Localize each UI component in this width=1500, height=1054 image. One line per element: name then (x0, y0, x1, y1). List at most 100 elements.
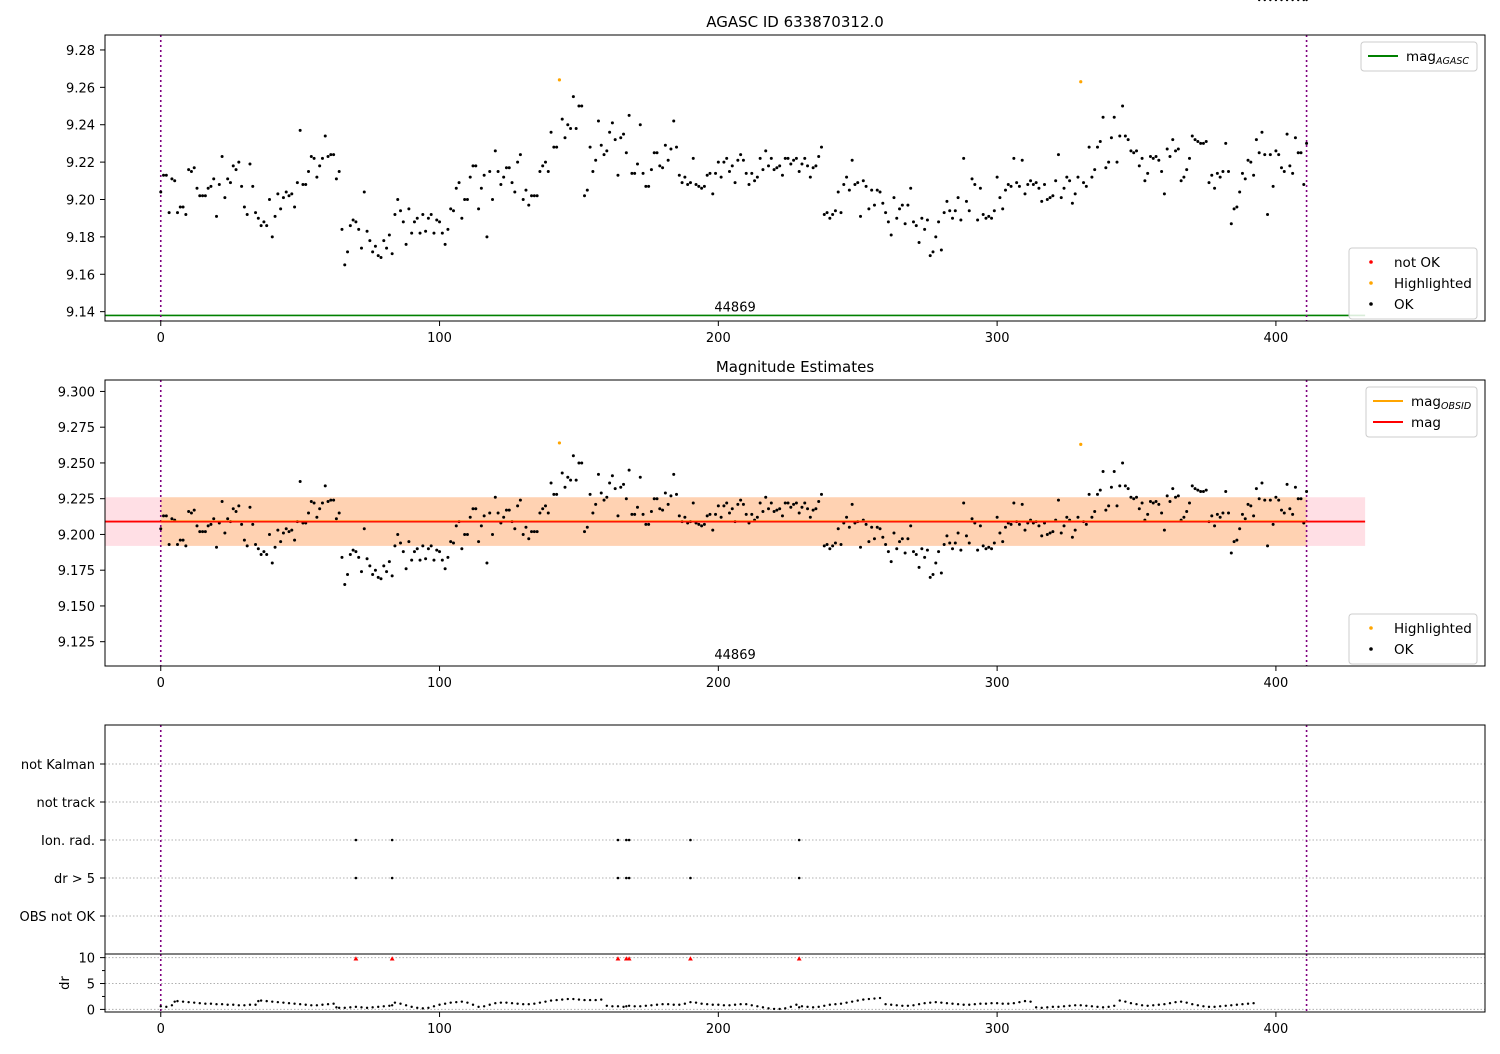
panel2-ok-point (418, 558, 422, 562)
panel2-ok-point (1165, 494, 1169, 498)
panel2-ok-point (1277, 498, 1281, 502)
panel2-ok-point (1121, 461, 1125, 465)
panel1-ok-point (881, 201, 885, 205)
panel2-ok-point (1051, 530, 1055, 534)
panel1-ok-point (608, 130, 612, 134)
panel2-ok-point (764, 495, 768, 499)
panel2-ok-point (962, 501, 966, 505)
dr-point (845, 1001, 848, 1004)
panel2-ok-point (248, 505, 252, 509)
dr-point (354, 1005, 358, 1009)
panel2-ok-point (730, 507, 734, 511)
panel2-ok-point (602, 498, 606, 502)
panel1-ok-point (385, 246, 389, 250)
panel2-ok-point (390, 574, 394, 578)
panel1-ok-point (315, 175, 319, 179)
panel1-ok-point (1235, 205, 1239, 209)
panel2-ok-point (1252, 514, 1256, 518)
panel2-ok-point (307, 511, 311, 515)
panel1-ok-point (1288, 164, 1292, 168)
panel1-ok-point (1034, 181, 1038, 185)
panel2-ok-point (627, 468, 631, 472)
panel1-ok-point (672, 119, 676, 123)
dr-point (173, 1000, 176, 1003)
panel1-ok-point (304, 183, 308, 187)
panel1-ok-point (279, 207, 283, 211)
panel1-ok-point (1090, 175, 1094, 179)
dr-point (600, 998, 603, 1001)
panel2-ytick-label: 9.275 (58, 421, 95, 436)
panel1-ok-point (175, 211, 179, 215)
panel1-xtick-label: 300 (985, 331, 1010, 346)
panel2-ok-point (1112, 470, 1116, 474)
dr-point (616, 1005, 620, 1008)
panel2-ok-point (376, 575, 380, 579)
dr-point (705, 1003, 709, 1006)
dr-point (817, 1005, 820, 1009)
panel1-ok-point (382, 239, 386, 243)
panel1-ok-point (451, 209, 455, 213)
panel2-ok-point (775, 508, 779, 512)
dr-point (1213, 1005, 1216, 1009)
dr-point (1135, 1003, 1138, 1006)
dr-point (745, 1003, 748, 1006)
panel2-ok-point (909, 524, 913, 528)
panel1-ok-point (493, 149, 497, 153)
panel1-ok-point (357, 227, 361, 231)
panel1-ok-point (800, 162, 804, 166)
panel2-ok-point (939, 571, 943, 575)
panel1-ok-point (680, 181, 684, 185)
panel2-ok-point (521, 532, 525, 536)
panel2-ok-point (920, 547, 924, 551)
panel2-ok-point (1087, 492, 1091, 496)
panel2-ok-point (265, 552, 269, 556)
panel1-ok-point (856, 181, 860, 185)
panel1-ok-point (1068, 179, 1072, 183)
panel2-ok-point (1109, 485, 1113, 489)
dr-point (605, 1004, 609, 1007)
panel2-ok-point (315, 515, 319, 519)
panel1-ok-point (789, 162, 793, 166)
panel1-ok-point (769, 156, 773, 160)
panel2-ok-point (181, 538, 185, 542)
panel2-ok-point (591, 511, 595, 515)
dr-point (1007, 1002, 1010, 1005)
panel2-ok-point (340, 555, 344, 559)
panel2-ok-point (964, 534, 968, 538)
panel1-ok-point (432, 231, 436, 235)
panel2-ok-point (1232, 540, 1236, 544)
panel2-ok-point (569, 478, 573, 482)
dr-point (432, 1005, 436, 1008)
panel2-legend-bottom-box (1348, 613, 1478, 665)
dr-point (611, 1005, 614, 1008)
dr-point (1285, 0, 1289, 2)
panel2-ok-point (1201, 490, 1205, 494)
panel1-ok-point (226, 177, 230, 181)
panel2-ok-point (1218, 515, 1222, 519)
panel1-ok-point (1146, 171, 1150, 175)
dr-point (906, 1004, 910, 1007)
panel2-ok-point (507, 508, 511, 512)
dr-point (666, 1003, 670, 1006)
panel1-ok-point (424, 229, 428, 233)
panel2-ok-point (769, 501, 773, 505)
panel2-ok-point (1293, 485, 1297, 489)
panel2-ok-point (911, 550, 915, 554)
panel1-ok-point (1204, 140, 1208, 144)
dr-point (990, 1001, 993, 1005)
panel1-ok-point (691, 156, 695, 160)
panel1-ok-point (1012, 156, 1016, 160)
panel2-ok-point (727, 511, 731, 515)
panel2-ok-point (761, 510, 765, 514)
panel1-ok-point (393, 212, 397, 216)
panel1-ok-point (242, 205, 246, 209)
panel2-ok-point (404, 567, 408, 571)
dr-point (165, 1005, 168, 1009)
panel2-ok-point (203, 530, 207, 534)
panel2-ok-point (256, 547, 260, 551)
panel1-ok-point (178, 205, 182, 209)
flag-point (627, 876, 631, 880)
dr-point (204, 1002, 207, 1005)
panel2-ok-point (187, 510, 191, 514)
dr-point (1079, 1004, 1082, 1007)
